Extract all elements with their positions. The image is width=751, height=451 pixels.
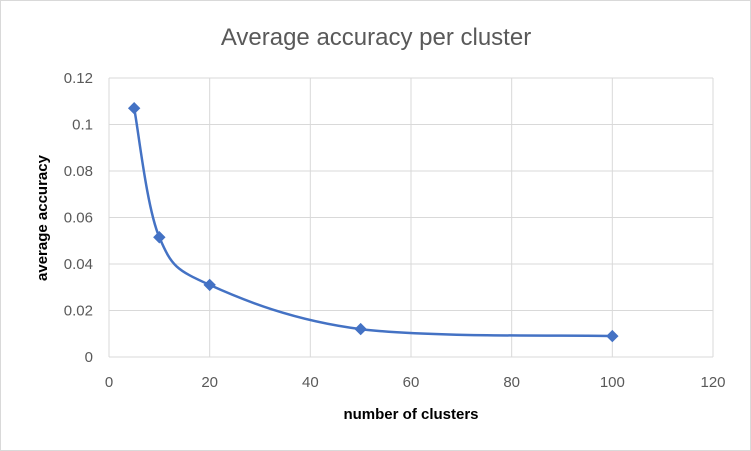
series-group bbox=[127, 102, 619, 343]
y-tick-label: 0.12 bbox=[64, 70, 93, 87]
data-point-marker bbox=[203, 278, 216, 292]
data-point-marker bbox=[127, 102, 141, 115]
y-tick-label: 0.08 bbox=[64, 163, 93, 180]
series-line bbox=[132, 106, 614, 338]
x-tick-label: 120 bbox=[700, 374, 725, 391]
data-point-marker bbox=[606, 329, 619, 343]
data-point-marker bbox=[153, 231, 166, 244]
x-tick-label: 80 bbox=[503, 374, 520, 391]
y-tick-label: 0 bbox=[85, 349, 93, 366]
y-tick-label: 0.06 bbox=[64, 210, 93, 227]
chart-title: Average accuracy per cluster bbox=[221, 24, 531, 51]
x-tick-label: 100 bbox=[600, 374, 625, 391]
y-tick-label: 0.02 bbox=[64, 303, 93, 320]
y-axis-label: average accuracy bbox=[34, 154, 51, 281]
x-tick-label: 0 bbox=[105, 374, 113, 391]
x-tick-label: 40 bbox=[302, 374, 319, 391]
x-tick-label: 60 bbox=[403, 374, 420, 391]
tick-labels: 0 0.02 0.04 0.06 0.08 0.1 0.12 0 20 40 60 80 100 120 bbox=[64, 70, 726, 391]
y-tick-label: 0.04 bbox=[64, 256, 93, 273]
data-point-marker bbox=[354, 322, 367, 336]
gridlines bbox=[108, 77, 714, 358]
x-tick-label: 20 bbox=[201, 374, 218, 391]
x-axis-label: number of clusters bbox=[343, 406, 478, 423]
y-tick-label: 0.1 bbox=[72, 117, 93, 134]
